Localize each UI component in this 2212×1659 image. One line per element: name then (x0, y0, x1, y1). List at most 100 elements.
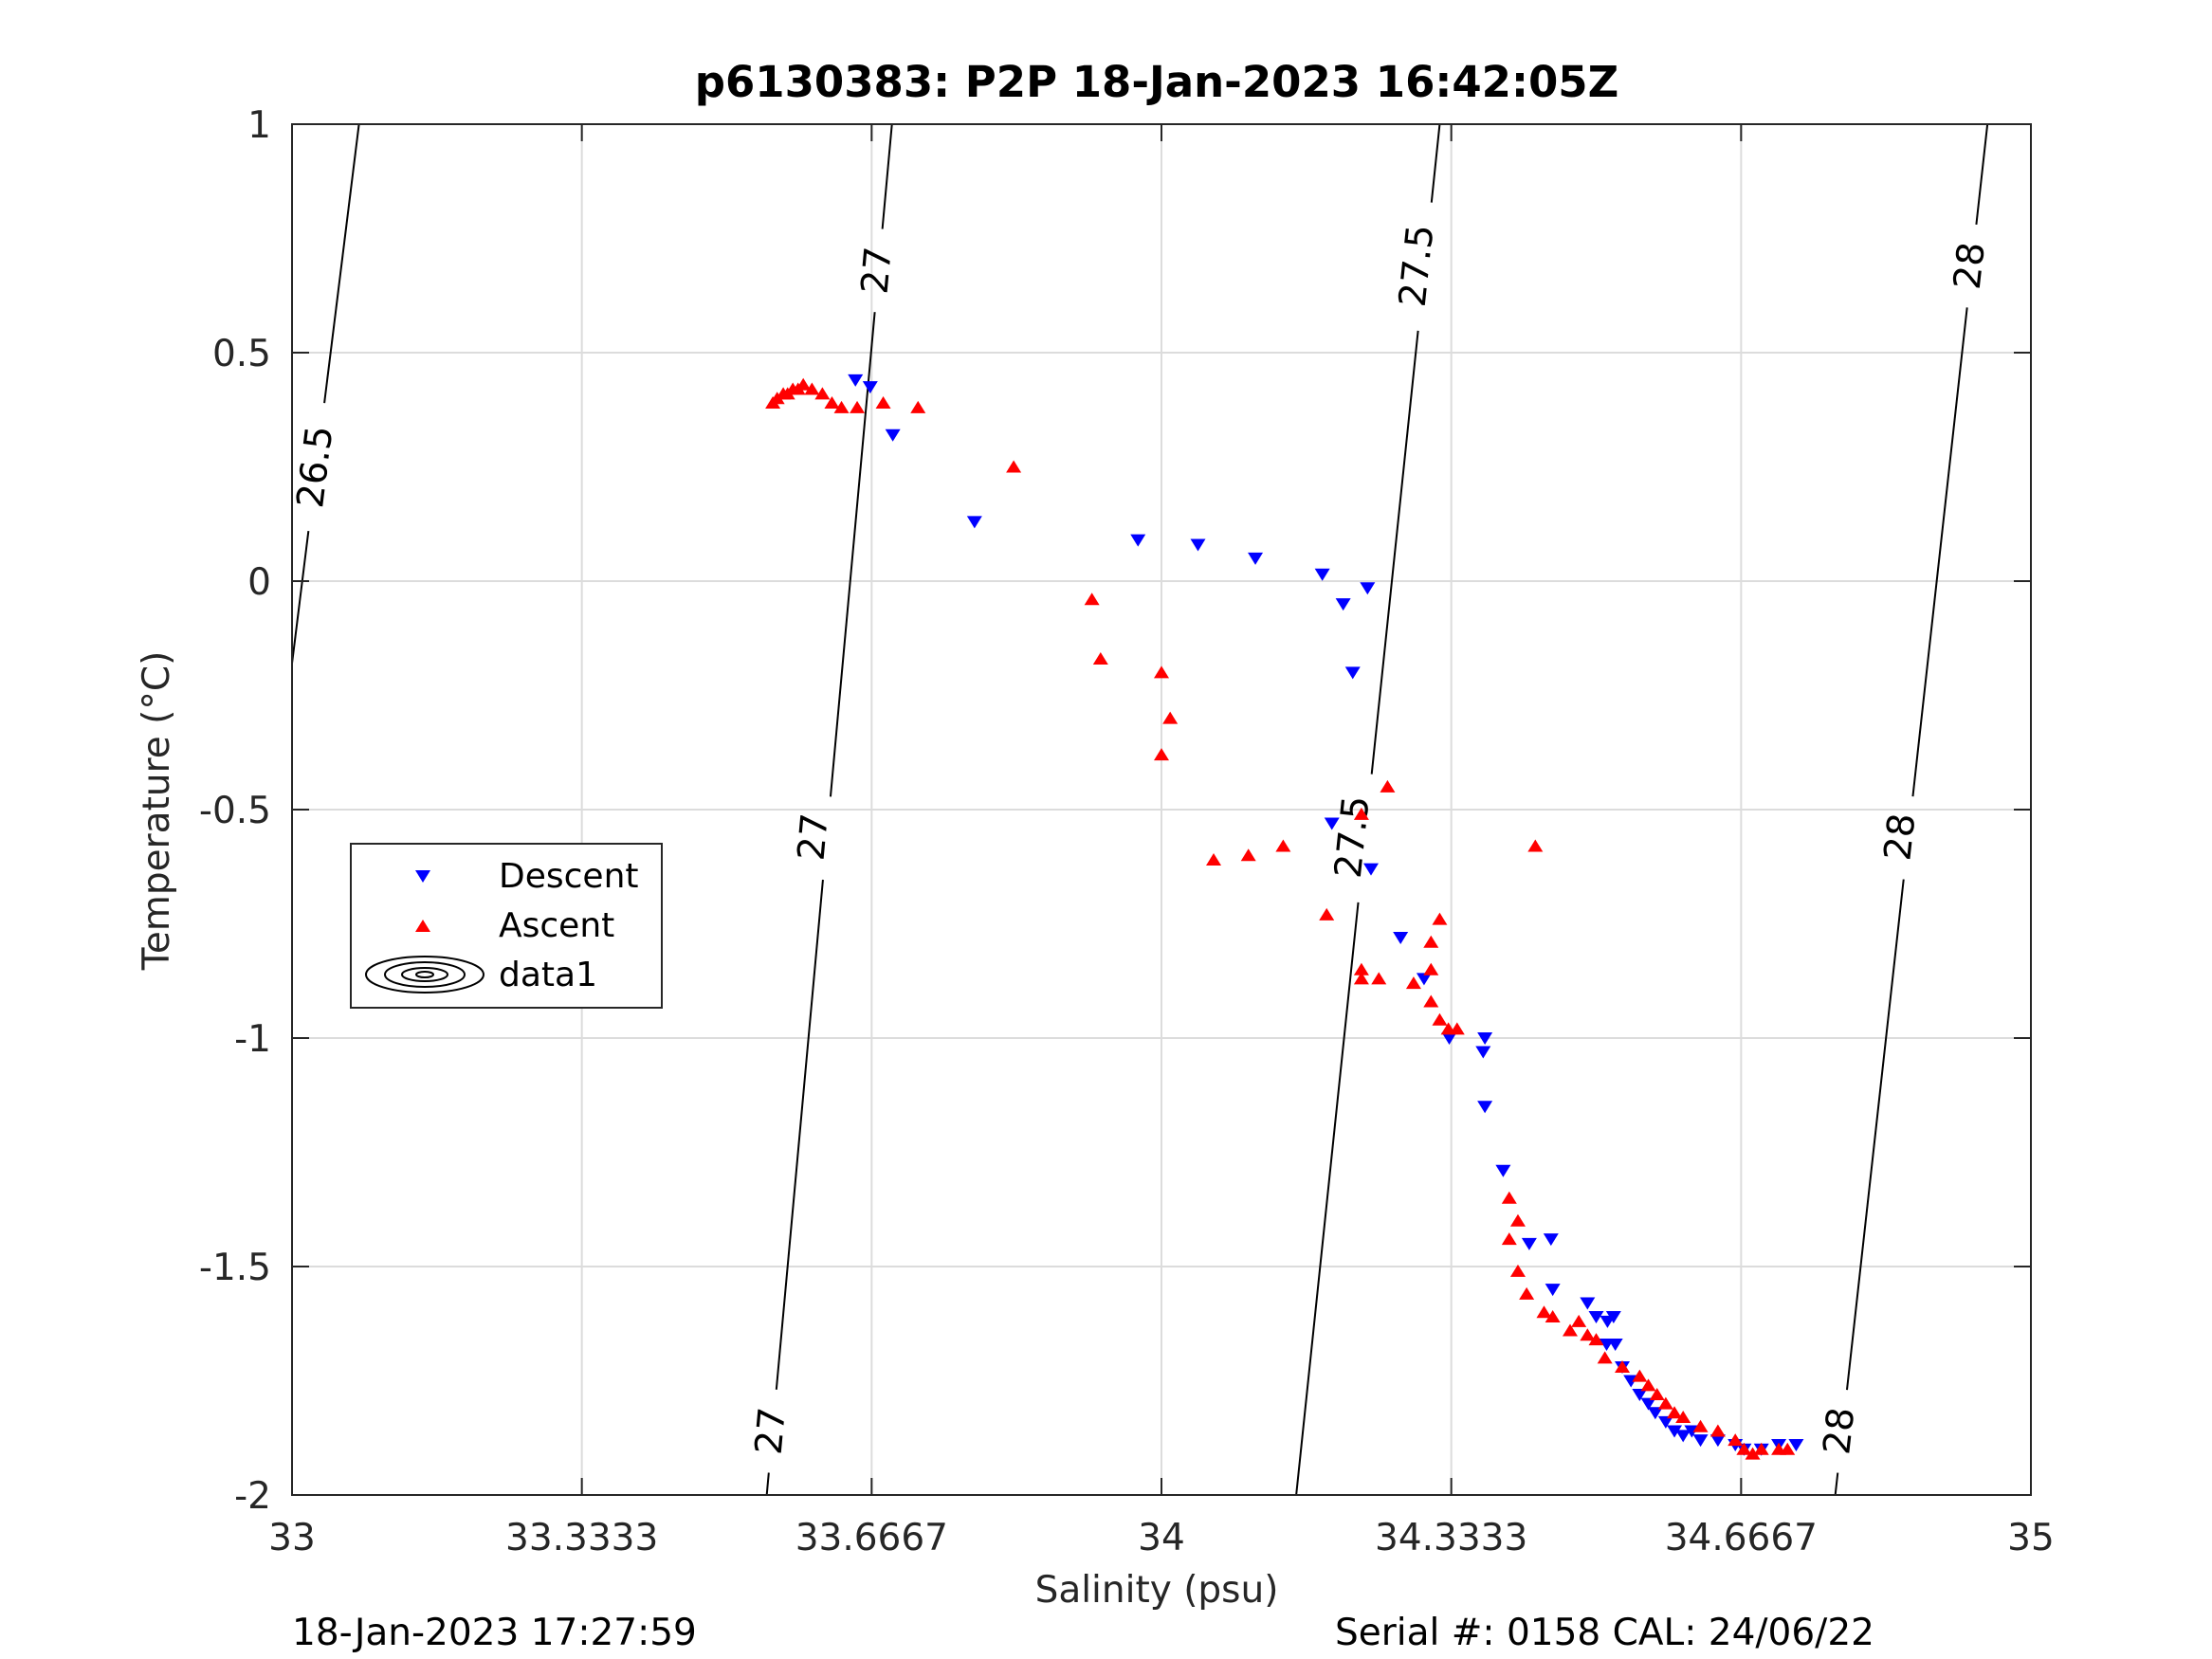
isopycnal-label: 27 (748, 1406, 795, 1457)
ascent-marker (1562, 1323, 1578, 1337)
legend-ascent-label: Ascent (499, 906, 614, 945)
ascent-marker (910, 400, 926, 413)
ascent-marker (804, 382, 820, 395)
descent-marker (966, 516, 982, 529)
ascent-marker (1380, 779, 1396, 793)
legend-descent-marker (415, 870, 430, 883)
descent-marker (1675, 1430, 1691, 1443)
isopycnal-line (1911, 307, 1968, 797)
isopycnal-line (1834, 1472, 1839, 1496)
y-tick-label: -0.5 (199, 790, 271, 832)
ascent-marker (1501, 1232, 1517, 1246)
ascent-marker (1545, 1310, 1561, 1323)
isopycnal-label: 28 (1876, 811, 1924, 863)
isopycnal-line (829, 312, 876, 797)
ascent-marker (1753, 1442, 1769, 1455)
ascent-marker (1501, 1191, 1517, 1204)
ascent-marker (1597, 1351, 1613, 1364)
isopycnal-line (881, 123, 893, 229)
descent-marker (1605, 1311, 1621, 1324)
footer-serial-cal: Serial #: 0158 CAL: 24/06/22 (1335, 1612, 1874, 1654)
ascent-marker (1353, 807, 1369, 820)
legend-descent-label: Descent (499, 857, 639, 896)
ascent-marker (1423, 994, 1439, 1008)
ascent-marker (1692, 1419, 1709, 1432)
x-tick-label: 33 (268, 1517, 316, 1559)
ascent-marker (1709, 1424, 1726, 1437)
ascent-marker (1615, 1360, 1631, 1374)
ascent-marker (1154, 665, 1169, 679)
isopycnal-line (1430, 123, 1441, 203)
descent-marker (1477, 1101, 1493, 1114)
isopycnal-line (1975, 123, 1989, 225)
descent-marker (1416, 973, 1432, 986)
ascent-marker (1432, 912, 1448, 925)
descent-marker (848, 374, 864, 387)
chart-title: p6130383: P2P 18-Jan-2023 16:42:05Z (695, 57, 1619, 107)
ascent-marker (1449, 1022, 1465, 1035)
ascent-marker (1657, 1396, 1673, 1410)
descent-marker (1667, 1425, 1683, 1438)
ascent-marker (1092, 651, 1108, 665)
descent-marker (1709, 1434, 1726, 1448)
isopycnal-line (1295, 902, 1360, 1496)
descent-marker (1360, 582, 1376, 595)
isopycnal-label: 27 (853, 245, 900, 296)
ascent-marker (1162, 711, 1179, 724)
descent-marker (1190, 538, 1206, 552)
legend-box (350, 843, 663, 1009)
legend-contour-icon (365, 956, 484, 994)
ascent-marker (1006, 460, 1022, 473)
isopycnal-line (1845, 879, 1905, 1391)
x-axis-label: Salinity (psu) (1035, 1569, 1279, 1612)
x-tick-label: 35 (2007, 1517, 2055, 1559)
y-tick-label: -2 (234, 1475, 271, 1518)
legend: Descent Ascent data1 (350, 843, 663, 1009)
ascent-marker (1632, 1369, 1648, 1382)
descent-marker (1599, 1338, 1615, 1351)
ascent-marker (875, 396, 891, 410)
isopycnal-label: 28 (1816, 1405, 1863, 1456)
ascent-marker (1736, 1442, 1752, 1455)
descent-marker (1335, 598, 1351, 611)
footer-timestamp: 18-Jan-2023 17:27:59 (292, 1612, 697, 1654)
ascent-marker (1519, 1286, 1535, 1300)
descent-marker (885, 428, 901, 442)
ascent-marker (1780, 1442, 1796, 1455)
descent-marker (1344, 666, 1361, 680)
ascent-marker (795, 377, 812, 391)
isopycnal-label: 27 (791, 811, 837, 863)
x-tick-label: 34 (1138, 1517, 1185, 1559)
ascent-marker (833, 400, 850, 413)
y-tick-label: -1.5 (199, 1247, 271, 1289)
descent-marker (1521, 1237, 1537, 1250)
legend-data1-label: data1 (499, 956, 597, 994)
ascent-marker (1667, 1406, 1683, 1419)
ascent-marker (1640, 1378, 1656, 1392)
ascent-marker (1728, 1433, 1744, 1447)
descent-marker (1393, 931, 1409, 944)
ascent-marker (1571, 1314, 1587, 1327)
ascent-marker (1509, 1213, 1526, 1227)
ascent-marker (1275, 839, 1291, 852)
descent-marker (1647, 1407, 1663, 1420)
ascent-marker (1206, 853, 1222, 866)
isopycnal-line (765, 1472, 770, 1496)
descent-marker (1324, 817, 1340, 830)
ascent-marker (1580, 1328, 1596, 1341)
ascent-marker (1423, 935, 1439, 948)
y-tick-label: 0.5 (212, 333, 271, 375)
ascent-marker (1649, 1387, 1665, 1400)
descent-marker (1477, 1032, 1493, 1045)
y-tick-label: 1 (247, 104, 271, 147)
y-tick-label: 0 (247, 561, 271, 604)
descent-marker (1362, 863, 1379, 876)
descent-marker (1588, 1311, 1604, 1324)
ascent-marker (1154, 748, 1169, 761)
descent-marker (1441, 1032, 1457, 1045)
ascent-marker (1084, 592, 1100, 606)
ascent-marker (1432, 1012, 1448, 1026)
ascent-marker (1371, 972, 1387, 985)
descent-marker (862, 381, 878, 394)
